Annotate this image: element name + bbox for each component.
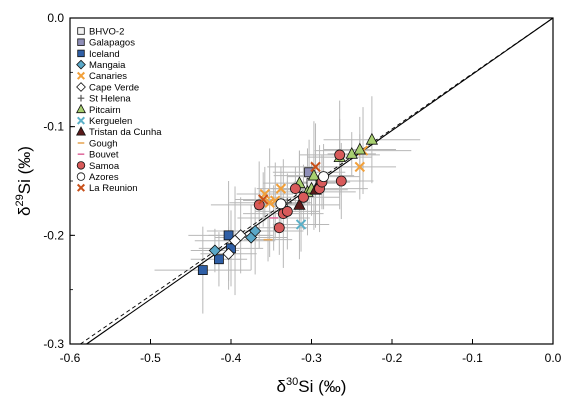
- legend-label: Galapagos: [89, 38, 135, 49]
- legend-label: Tristan da Cunha: [89, 127, 162, 138]
- legend-label: La Reunion: [89, 183, 138, 194]
- axis-ticks: -0.6 -0.5 -0.4 -0.3 -0.2 -0.1 0.0 0.0 -0.1 -0.2 -0…: [43, 11, 561, 365]
- x-axis-title: δ30Si (‰): [277, 376, 347, 396]
- x-axis-title-unit: Si (‰): [298, 377, 346, 396]
- x-tick-label: -0.1: [462, 351, 483, 365]
- legend-label: Bouvet: [89, 150, 119, 161]
- legend-label: Pitcairn: [89, 105, 121, 116]
- legend-marker-galapagos: [77, 38, 85, 46]
- x-tick-label: -0.3: [301, 351, 322, 365]
- data-markers: [197, 132, 379, 276]
- point-canaries: [275, 183, 287, 194]
- point-samoa: [298, 191, 309, 203]
- legend-label: Samoa: [89, 161, 120, 172]
- y-axis-title-unit: Si (‰): [15, 146, 34, 194]
- y-axis-title: δ29Si (‰): [14, 146, 34, 216]
- y-tick-label: -0.1: [43, 120, 64, 134]
- legend-marker-azores: [76, 172, 86, 181]
- x-axis-title-symbol: δ: [277, 377, 286, 396]
- point-mangaia: [208, 244, 221, 257]
- legend-marker-pitcairn: [76, 103, 86, 114]
- y-tick-label: -0.3: [43, 337, 64, 351]
- legend-marker-mangaia: [76, 59, 86, 70]
- point-iceland: [214, 254, 224, 265]
- legend-label: Gough: [89, 138, 118, 149]
- legend-label: Azores: [89, 172, 119, 183]
- x-tick-label: -0.6: [60, 351, 81, 365]
- legend-marker-st-helena: [77, 94, 85, 102]
- legend-marker-bhvo-2: [77, 27, 85, 35]
- legend-marker-kerguelen: [76, 116, 86, 125]
- legend-marker-la-reunion: [76, 183, 86, 192]
- point-iceland: [223, 230, 234, 241]
- x-tick-label: -0.4: [221, 351, 242, 365]
- point-mangaia: [249, 224, 262, 238]
- point-pitcairn: [353, 142, 366, 155]
- legend-label: Canaries: [89, 71, 127, 82]
- legend-marker-iceland: [77, 49, 85, 58]
- point-azores: [318, 171, 329, 183]
- legend-label: Mangaia: [89, 60, 126, 71]
- point-azores: [275, 198, 287, 210]
- point-canaries: [354, 161, 366, 173]
- point-samoa: [335, 175, 347, 187]
- legend: BHVO-2GalapagosIcelandMangaiaCanariesCap…: [76, 26, 162, 194]
- point-cape-verde: [234, 229, 247, 242]
- x-tick-label: -0.2: [382, 351, 403, 365]
- point-pitcairn: [307, 168, 321, 181]
- point-tristan-da-cunha: [293, 198, 306, 210]
- legend-label: BHVO-2: [89, 26, 124, 37]
- legend-label: Kerguelen: [89, 116, 132, 127]
- x-tick-label: -0.5: [140, 351, 161, 365]
- point-la-reunion: [257, 194, 269, 205]
- x-axis-title-superscript: 30: [286, 376, 298, 388]
- y-axis-title-superscript: 29: [14, 194, 26, 206]
- y-tick-label: -0.2: [43, 228, 64, 242]
- point-la-reunion: [310, 161, 321, 173]
- point-samoa: [334, 149, 346, 161]
- legend-marker-canaries: [76, 71, 86, 80]
- point-cape-verde: [222, 247, 235, 260]
- legend-marker-cape-verde: [76, 82, 86, 92]
- legend-label: Iceland: [89, 49, 120, 60]
- point-iceland: [197, 265, 208, 276]
- x-tick-label: 0.0: [545, 351, 562, 365]
- point-pitcairn: [365, 132, 379, 145]
- legend-label: St Helena: [89, 94, 131, 105]
- y-tick-label: 0.0: [47, 11, 64, 25]
- point-samoa: [289, 183, 301, 195]
- point-kerguelen: [295, 219, 307, 230]
- point-canaries: [264, 197, 275, 208]
- legend-marker-samoa: [76, 161, 86, 170]
- point-samoa: [273, 222, 285, 234]
- point-samoa: [281, 206, 293, 217]
- y-axis-title-symbol: δ: [15, 206, 34, 215]
- legend-label: Cape Verde: [89, 82, 139, 93]
- legend-marker-tristan-da-cunha: [76, 126, 86, 136]
